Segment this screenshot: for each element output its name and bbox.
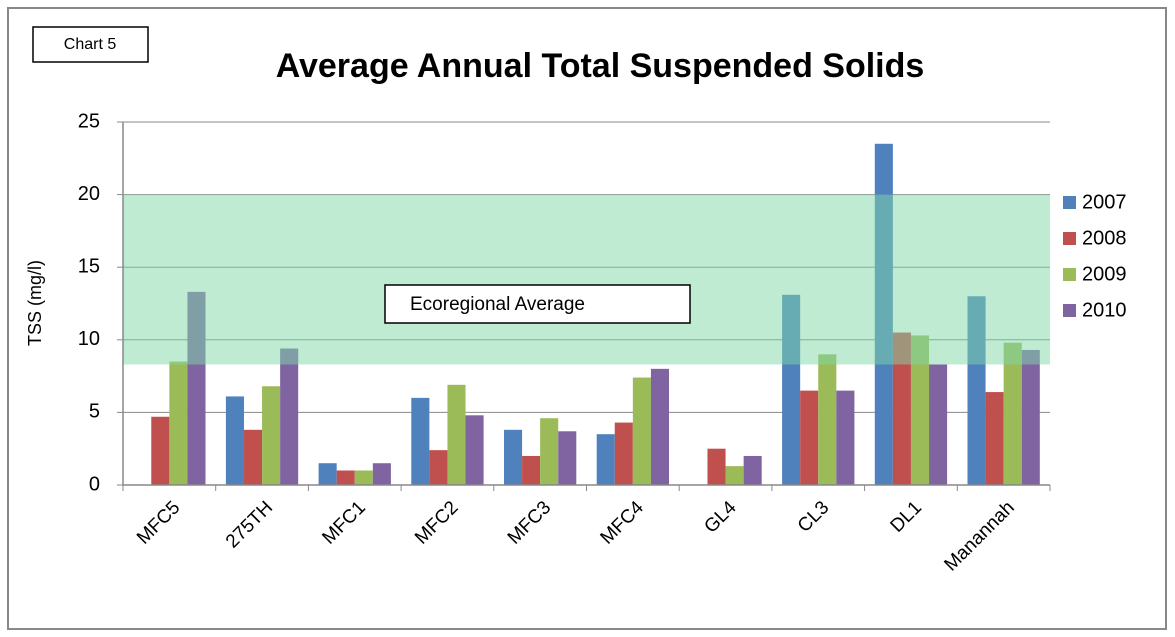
bar <box>151 416 170 485</box>
chart-label: Chart 5 <box>64 36 117 53</box>
bar <box>354 470 373 485</box>
legend-label: 2009 <box>1082 263 1127 285</box>
bar <box>225 396 244 485</box>
bar <box>614 422 633 485</box>
bar <box>910 335 930 485</box>
bar <box>892 332 911 485</box>
bar <box>725 466 744 485</box>
bar <box>503 429 523 485</box>
bar <box>429 450 448 485</box>
bar <box>372 463 391 485</box>
legend-swatch <box>1063 232 1076 245</box>
legend-label: 2010 <box>1082 299 1127 321</box>
y-tick-label: 15 <box>78 255 100 277</box>
band-label-box <box>384 284 691 324</box>
bar <box>169 361 188 485</box>
bar <box>522 455 541 485</box>
y-tick-label: 0 <box>89 473 100 495</box>
bar <box>1003 342 1022 485</box>
bar <box>707 448 726 485</box>
bar <box>596 434 615 485</box>
y-tick-label: 10 <box>78 328 100 350</box>
bar <box>411 397 430 485</box>
bar <box>540 418 559 485</box>
bar <box>558 431 577 485</box>
band-label: Ecoregional Average <box>410 294 585 315</box>
bar <box>465 415 484 485</box>
y-axis-title: TSS (mg/l) <box>25 260 45 346</box>
chart-label-box <box>32 26 149 63</box>
bar <box>800 390 819 485</box>
bar <box>650 368 670 485</box>
legend-label: 2008 <box>1082 227 1127 249</box>
legend-swatch <box>1063 304 1076 317</box>
bar <box>280 348 299 485</box>
bar <box>1021 349 1040 485</box>
bar <box>336 470 355 485</box>
bar <box>836 390 855 485</box>
legend-swatch <box>1063 196 1076 209</box>
bar <box>632 377 651 485</box>
bar <box>262 386 281 485</box>
bar <box>743 455 762 485</box>
ecoregional-band <box>123 194 1050 365</box>
legend-label: 2007 <box>1082 191 1127 213</box>
y-tick-label: 25 <box>78 110 100 132</box>
bar <box>447 384 466 485</box>
bar <box>818 354 837 485</box>
bar <box>318 463 337 485</box>
bar <box>985 392 1004 485</box>
legend-swatch <box>1063 268 1076 281</box>
bar <box>929 364 948 485</box>
y-tick-label: 20 <box>78 183 100 205</box>
bar <box>243 429 263 485</box>
y-tick-label: 5 <box>89 401 100 423</box>
chart-title: Average Annual Total Suspended Solids <box>276 47 925 85</box>
